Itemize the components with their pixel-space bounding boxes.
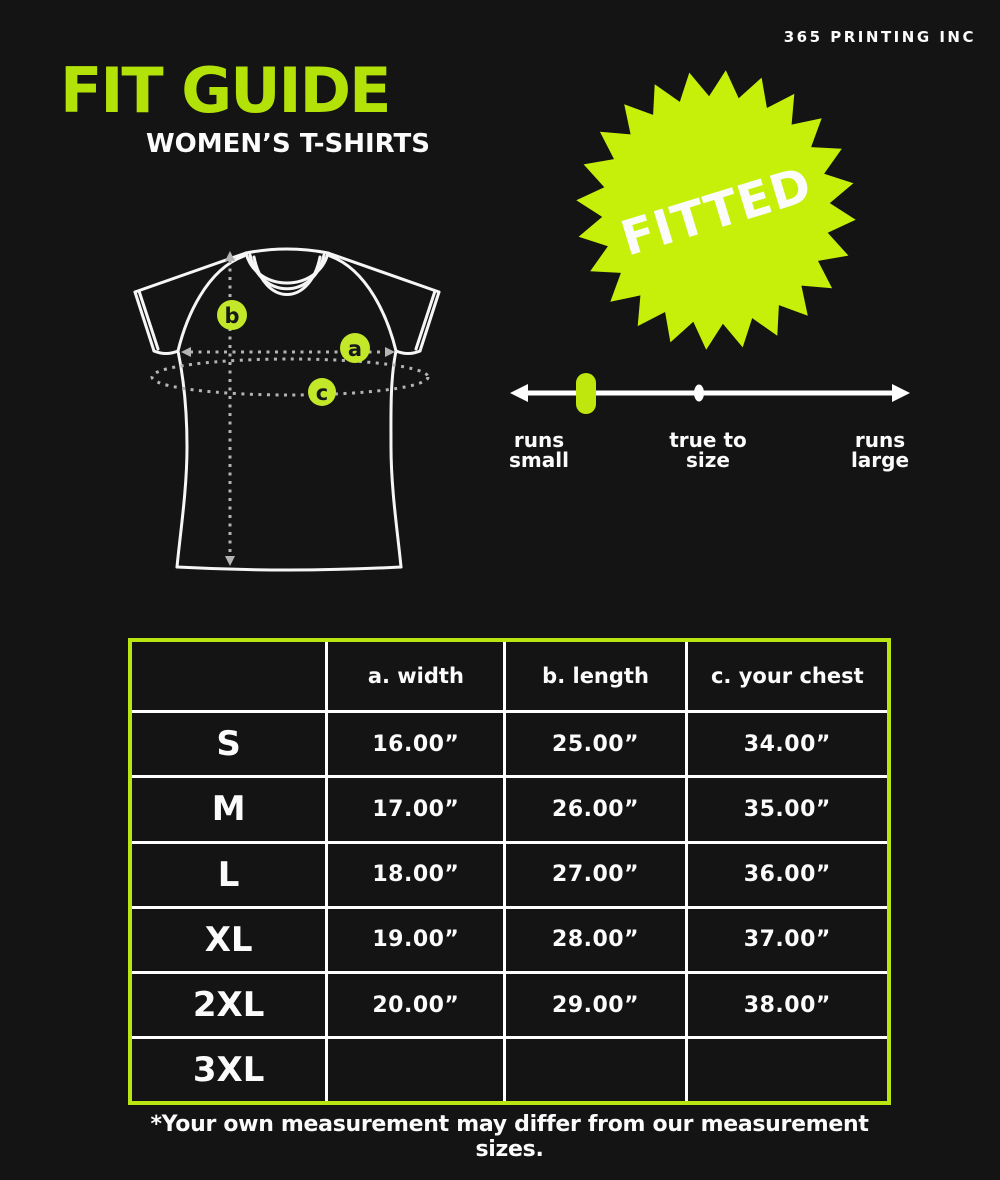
measure-arrowheads bbox=[181, 251, 395, 566]
width-cell bbox=[325, 1036, 507, 1101]
length-cell: 29.00” bbox=[503, 971, 688, 1040]
starburst-icon bbox=[576, 70, 856, 350]
marker-a-label: a bbox=[348, 337, 362, 361]
scale-left-arrow-icon bbox=[510, 384, 528, 402]
marker-b-circle bbox=[217, 300, 247, 330]
size-cell: S bbox=[132, 709, 329, 779]
size-table-container: a. width b. length c. your chest S 16.00… bbox=[128, 638, 891, 1105]
table-header-row: a. width b. length c. your chest bbox=[132, 642, 887, 713]
header-size bbox=[132, 642, 329, 713]
table-row: M 17.00” 26.00” 35.00” bbox=[132, 775, 887, 844]
width-cell: 20.00” bbox=[325, 971, 507, 1040]
header: FIT GUIDE WOMEN’S T-SHIRTS bbox=[60, 58, 430, 159]
true-to-size-dot bbox=[694, 384, 704, 402]
length-cell: 25.00” bbox=[503, 709, 688, 779]
marker-a-circle bbox=[340, 333, 370, 363]
footnote: *Your own measurement may differ from ou… bbox=[150, 1112, 869, 1162]
length-cell: 28.00” bbox=[503, 905, 688, 975]
page-subtitle: WOMEN’S T-SHIRTS bbox=[145, 129, 430, 160]
marker-b-label: b bbox=[224, 304, 239, 328]
table-row: 2XL 20.00” 29.00” 38.00” bbox=[132, 971, 887, 1040]
size-cell: M bbox=[132, 775, 329, 844]
width-cell: 17.00” bbox=[325, 775, 507, 844]
size-table: a. width b. length c. your chest S 16.00… bbox=[132, 642, 887, 1101]
size-cell: XL bbox=[132, 905, 329, 975]
width-cell: 19.00” bbox=[325, 905, 507, 975]
marker-c-circle bbox=[308, 378, 336, 406]
width-cell: 16.00” bbox=[325, 709, 507, 779]
page-title: FIT GUIDE bbox=[60, 54, 391, 127]
measure-markers: b a c bbox=[217, 300, 370, 406]
marker-c-label: c bbox=[316, 381, 328, 405]
tshirt-outline-icon bbox=[133, 247, 441, 572]
scale-label-runs-large: runs large bbox=[850, 428, 910, 472]
tshirt-diagram: b a c bbox=[133, 247, 441, 572]
fit-scale bbox=[510, 373, 910, 414]
scale-right-arrow-icon bbox=[892, 384, 910, 402]
fit-position-marker bbox=[576, 373, 596, 414]
size-cell: 2XL bbox=[132, 971, 329, 1040]
chest-cell: 35.00” bbox=[684, 775, 887, 844]
chest-measure-ellipse bbox=[150, 357, 430, 397]
length-cell: 26.00” bbox=[503, 775, 688, 844]
width-cell: 18.00” bbox=[325, 840, 507, 909]
length-cell bbox=[503, 1036, 688, 1101]
header-width: a. width bbox=[325, 642, 507, 713]
chest-cell: 37.00” bbox=[684, 905, 887, 975]
header-chest: c. your chest bbox=[684, 642, 887, 713]
size-cell: L bbox=[132, 840, 329, 909]
table-row: 3XL bbox=[132, 1036, 887, 1101]
fitted-badge: FITTED bbox=[576, 70, 856, 350]
table-row: L 18.00” 27.00” 36.00” bbox=[132, 840, 887, 909]
chest-cell bbox=[684, 1036, 887, 1101]
table-row: XL 19.00” 28.00” 37.00” bbox=[132, 905, 887, 975]
chest-cell: 36.00” bbox=[684, 840, 887, 909]
brand-name: 365 PRINTING INC bbox=[783, 28, 976, 46]
table-row: S 16.00” 25.00” 34.00” bbox=[132, 709, 887, 779]
chest-cell: 34.00” bbox=[684, 709, 887, 779]
header-length: b. length bbox=[503, 642, 688, 713]
length-cell: 27.00” bbox=[503, 840, 688, 909]
size-cell: 3XL bbox=[132, 1036, 329, 1101]
scale-label-true-to-size: true to size bbox=[669, 428, 747, 472]
chest-cell: 38.00” bbox=[684, 971, 887, 1040]
scale-label-runs-small: runs small bbox=[509, 428, 569, 472]
